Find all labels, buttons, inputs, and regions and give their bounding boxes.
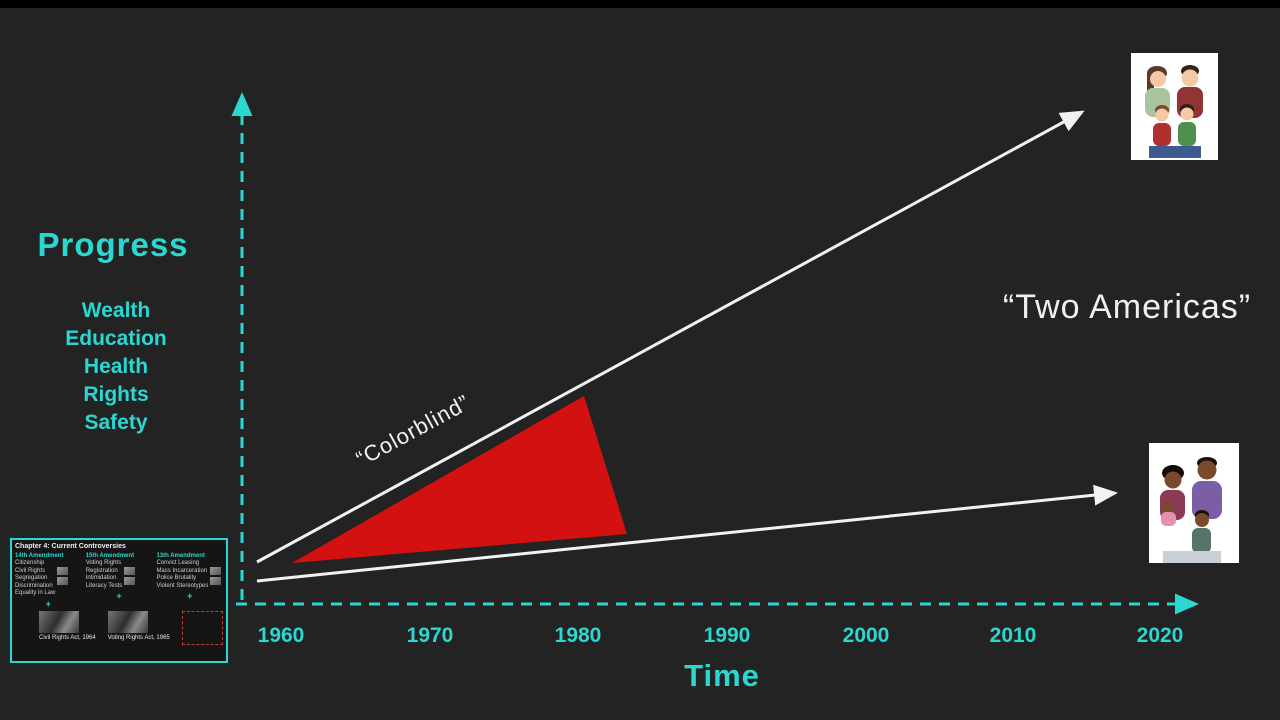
x-tick: 2020: [1136, 624, 1184, 647]
x-tick: 1960: [257, 624, 305, 647]
amendment-items: Citizenship Civil Rights Segregation Dis…: [15, 560, 56, 596]
x-tick: 1990: [703, 624, 751, 647]
civil-rights-photo-block: Civil Rights Act, 1964: [39, 610, 96, 645]
mini-photo: [124, 567, 136, 575]
y-axis-item-list: Wealth Education Health Rights Safety: [36, 297, 196, 437]
mini-photo: [210, 577, 222, 585]
thumbnail-bottom-row: Civil Rights Act, 1964 Voting Rights Act…: [39, 610, 223, 645]
plus-sign: +: [45, 598, 51, 609]
plus-sign: +: [116, 591, 122, 601]
amendment-items: Voting Rights Registration Intimidation …: [85, 560, 123, 589]
white-family-illustration: [1131, 53, 1218, 160]
x-axis-title: Time: [684, 658, 760, 693]
y-axis-item: Safety: [84, 411, 148, 434]
lower-trajectory-arrow: [256, 484, 1118, 583]
amendment-items: Convict Leasing Mass Incarceration Polic…: [156, 560, 209, 589]
letterbox-top: [0, 0, 1280, 8]
voting-rights-caption: Voting Rights Act, 1965: [107, 634, 170, 641]
chapter-recap-thumbnail: Chapter 4: Current Controversies 14th Am…: [10, 538, 228, 663]
x-tick: 2010: [989, 624, 1037, 647]
mini-photo: [57, 567, 69, 575]
amendment-heading: 13th Amendment: [156, 553, 205, 559]
y-axis-item: Rights: [83, 383, 149, 406]
white-family-image: [1131, 53, 1218, 160]
civil-rights-caption: Civil Rights Act, 1964: [39, 634, 96, 641]
amendment-column: 14th Amendment Citizenship Civil Rights …: [15, 553, 82, 609]
y-axis-title: Progress: [37, 226, 189, 263]
black-family-illustration: [1149, 443, 1239, 563]
voting-rights-photo: [107, 610, 148, 633]
y-axis-item: Wealth: [81, 299, 151, 322]
upper-trajectory-arrow: [256, 110, 1085, 564]
voting-rights-photo-block: Voting Rights Act, 1965: [107, 610, 170, 645]
mini-image-stack: [57, 567, 69, 598]
civil-rights-photo: [39, 610, 79, 633]
mini-image-stack: [210, 567, 222, 590]
two-americas-annotation: “Two Americas”: [1002, 288, 1252, 326]
mini-photo: [124, 577, 136, 585]
black-family-image: [1149, 443, 1239, 563]
red-dashed-placeholder: [181, 610, 223, 645]
x-tick: 1980: [554, 624, 602, 647]
x-tick: 1970: [406, 624, 454, 647]
amendment-heading: 15th Amendment: [85, 553, 135, 559]
y-axis-item: Health: [83, 355, 149, 378]
x-tick: 2000: [842, 624, 890, 647]
thumbnail-title: Chapter 4: Current Controversies: [15, 543, 126, 550]
gap-triangle: [292, 396, 627, 563]
amendment-column: 13th Amendment Convict Leasing Mass Inca…: [156, 553, 223, 609]
mini-image-stack: [124, 567, 136, 590]
y-axis-item: Education: [65, 327, 167, 350]
mini-photo: [210, 567, 222, 575]
mini-photo: [57, 577, 69, 585]
amendment-heading: 14th Amendment: [15, 553, 64, 559]
plus-sign: +: [187, 591, 193, 601]
amendment-column: 15th Amendment Voting Rights Registratio…: [86, 553, 153, 609]
thumbnail-columns: 14th Amendment Citizenship Civil Rights …: [15, 553, 223, 609]
